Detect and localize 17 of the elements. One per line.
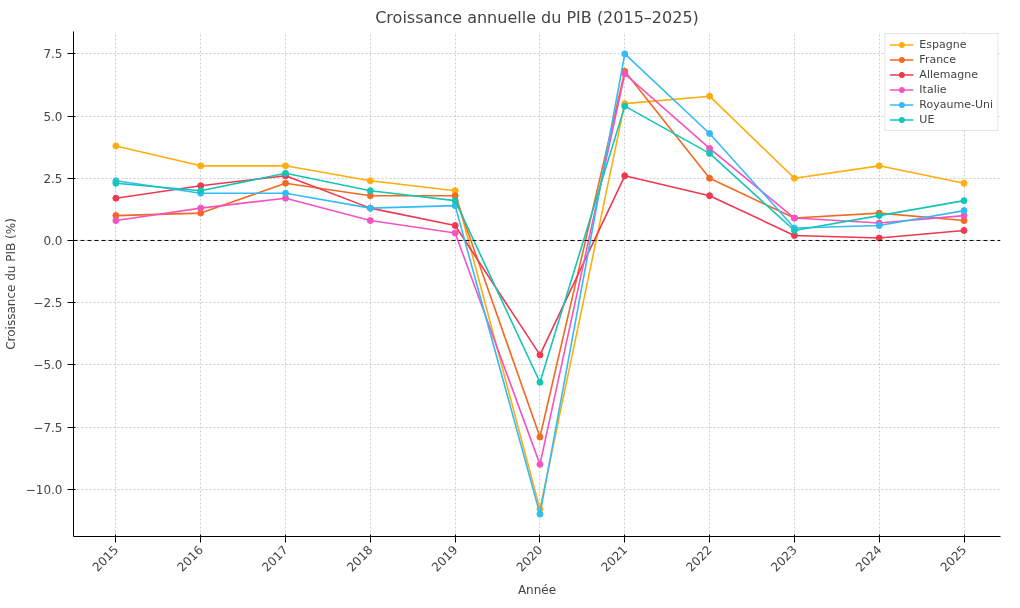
y-tick-label: 0.0	[43, 233, 63, 248]
legend-label: Italie	[919, 83, 947, 96]
legend-label: UE	[919, 113, 936, 126]
y-tick-label: −7.5	[33, 420, 63, 435]
y-tick-label: −2.5	[33, 296, 63, 311]
y-tick-label: 2.5	[43, 171, 63, 186]
x-axis-title: Année	[517, 583, 557, 598]
legend-label: Allemagne	[919, 68, 978, 81]
y-tick-label: −10.0	[25, 482, 63, 497]
legend-label: France	[919, 53, 956, 66]
chart-title: Croissance annuelle du PIB (2015–2025)	[375, 7, 699, 27]
y-tick-label: 5.0	[43, 109, 63, 124]
legend-label: Espagne	[919, 38, 967, 51]
y-tick-label: −5.0	[33, 358, 63, 373]
legend-label: Royaume-Uni	[919, 98, 993, 111]
y-tick-label: 7.5	[43, 47, 63, 62]
y-axis-title: Croissance du PIB (%)	[3, 218, 18, 350]
